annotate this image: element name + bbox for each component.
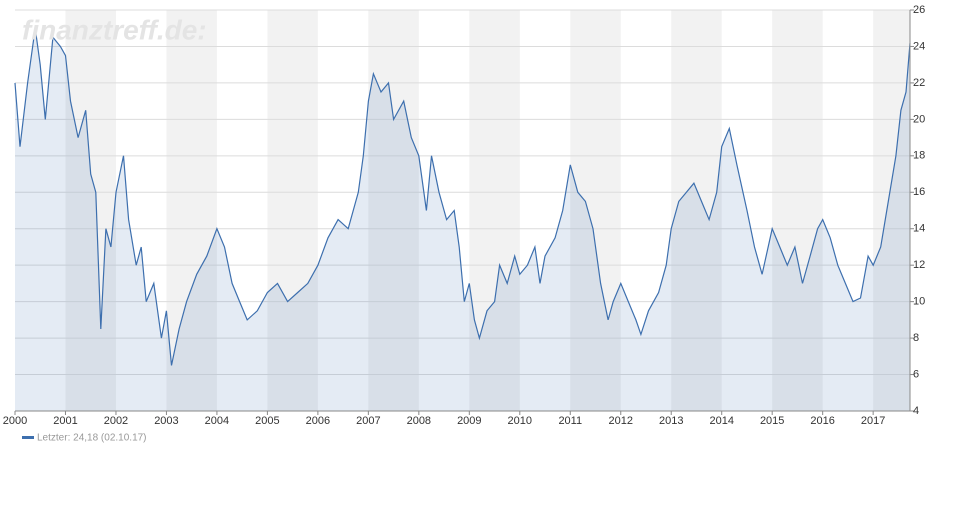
y-tick-label: 26 bbox=[913, 4, 925, 16]
y-tick-label: 6 bbox=[913, 368, 919, 380]
area bbox=[15, 28, 910, 411]
watermark: finanztreff.de: bbox=[22, 14, 207, 45]
year-band bbox=[166, 10, 217, 411]
x-tick-label: 2001 bbox=[53, 415, 77, 427]
y-tick-label: 8 bbox=[913, 332, 919, 344]
x-tick-label: 2010 bbox=[508, 415, 532, 427]
x-tick-label: 2015 bbox=[760, 415, 784, 427]
year-band bbox=[469, 10, 520, 411]
x-tick-label: 2009 bbox=[457, 415, 481, 427]
x-tick-label: 2012 bbox=[609, 415, 633, 427]
year-band bbox=[368, 10, 419, 411]
x-tick-label: 2013 bbox=[659, 415, 683, 427]
y-tick-label: 16 bbox=[913, 186, 925, 198]
year-band bbox=[570, 10, 621, 411]
legend-swatch bbox=[22, 436, 34, 439]
year-band bbox=[671, 10, 722, 411]
year-band bbox=[65, 10, 116, 411]
legend-label: Letzter: 24,18 (02.10.17) bbox=[37, 433, 147, 444]
x-tick-label: 2000 bbox=[3, 415, 27, 427]
x-tick-label: 2007 bbox=[356, 415, 380, 427]
y-tick-label: 22 bbox=[913, 77, 925, 89]
x-tick-label: 2002 bbox=[104, 415, 128, 427]
y-tick-label: 12 bbox=[913, 259, 925, 271]
y-tick-label: 18 bbox=[913, 150, 925, 162]
x-tick-label: 2008 bbox=[407, 415, 431, 427]
x-tick-label: 2004 bbox=[205, 415, 229, 427]
year-band bbox=[267, 10, 318, 411]
x-tick-label: 2005 bbox=[255, 415, 279, 427]
y-tick-label: 20 bbox=[913, 113, 925, 125]
x-tick-label: 2016 bbox=[810, 415, 834, 427]
y-tick-label: 10 bbox=[913, 296, 925, 308]
year-band bbox=[873, 10, 910, 411]
x-tick-label: 2003 bbox=[154, 415, 178, 427]
y-tick-label: 24 bbox=[913, 40, 925, 52]
x-tick-label: 2011 bbox=[558, 415, 582, 427]
line bbox=[14, 28, 911, 366]
x-tick-label: 2006 bbox=[306, 415, 330, 427]
x-tick-label: 2017 bbox=[861, 415, 885, 427]
x-tick-label: 2014 bbox=[709, 415, 733, 427]
y-tick-label: 4 bbox=[913, 405, 919, 417]
y-tick-label: 14 bbox=[913, 223, 925, 235]
year-band bbox=[772, 10, 823, 411]
